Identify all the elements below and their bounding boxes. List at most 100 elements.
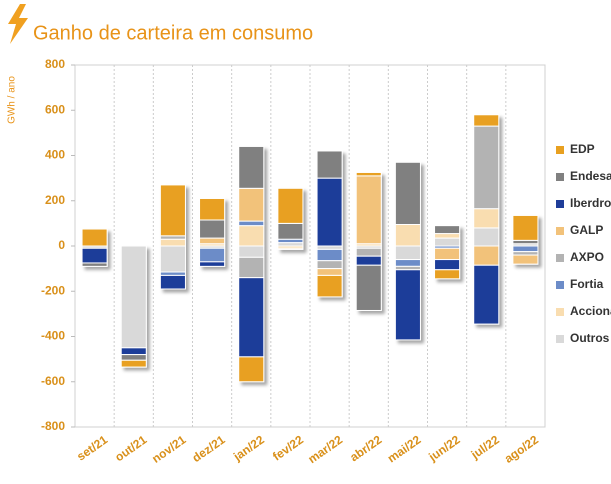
- x-tick-label: jun/22: [425, 432, 463, 464]
- legend-label: EDP: [570, 142, 595, 156]
- legend-swatch: [556, 227, 564, 235]
- y-tick-label: -800: [41, 419, 65, 433]
- y-tick-label: 400: [45, 148, 65, 162]
- legend-swatch: [556, 254, 564, 262]
- y-tick-label: -200: [41, 283, 65, 297]
- bar-segment: [394, 245, 421, 261]
- legend-label: AXPO: [570, 250, 604, 264]
- bar-segment: [316, 260, 343, 270]
- bar-segment: [238, 220, 265, 227]
- y-axis-label: GWh / ano: [7, 76, 18, 124]
- bar-segment: [394, 224, 421, 247]
- legend-swatch: [556, 335, 564, 343]
- bar-segment: [473, 245, 500, 266]
- bar-segment: [238, 256, 265, 279]
- bar-segment: [434, 237, 461, 247]
- x-tick-label: dez/21: [190, 432, 228, 465]
- bar-segment: [238, 277, 265, 358]
- legend-label: Iberdrola: [570, 196, 611, 210]
- x-tick-label: mar/22: [305, 432, 345, 466]
- y-tick-label: -400: [41, 329, 65, 343]
- bar-segment: [316, 274, 343, 298]
- bar-segment: [159, 274, 186, 290]
- bar-segment: [238, 245, 265, 258]
- bar-segment: [434, 225, 461, 235]
- bar-segment: [316, 268, 343, 276]
- bar-segment: [199, 247, 226, 263]
- bar-segment: [512, 245, 539, 253]
- bar-segment: [199, 197, 226, 221]
- legend-label: Fortia: [570, 277, 604, 291]
- legend-swatch: [556, 200, 564, 208]
- bar-segment: [473, 125, 500, 210]
- x-tick-label: nov/21: [149, 432, 188, 465]
- bar-segment: [159, 245, 186, 273]
- bar-segment: [277, 242, 304, 247]
- bar-segment: [394, 269, 421, 341]
- bar-segment: [238, 356, 265, 383]
- legend-swatch: [556, 173, 564, 181]
- bar-segment: [238, 225, 265, 247]
- bar-segment: [277, 187, 304, 224]
- bar-segment: [316, 150, 343, 179]
- bar-segment: [277, 247, 304, 250]
- x-tick-label: set/21: [74, 432, 110, 463]
- bar-segment: [434, 259, 461, 271]
- legend-label: Endesa: [570, 169, 611, 183]
- legend-label: GALP: [570, 223, 603, 237]
- bar-segment: [355, 175, 382, 245]
- bar-segment: [159, 238, 186, 247]
- bar-segment: [355, 264, 382, 311]
- bar-segment: [473, 227, 500, 247]
- legend-swatch: [556, 146, 564, 154]
- chart-title: Ganho de carteira em consumo: [33, 22, 313, 44]
- bar-segment: [316, 245, 343, 250]
- bar-segment: [473, 208, 500, 229]
- bar-segment: [238, 145, 265, 189]
- bar-segment: [120, 347, 147, 356]
- bar-segment: [512, 251, 539, 256]
- bar-segment: [81, 247, 108, 264]
- bar-segment: [473, 114, 500, 127]
- bar-segment: [238, 187, 265, 222]
- x-tick-label: jan/22: [230, 432, 267, 464]
- bar-segment: [199, 237, 226, 245]
- legend-swatch: [556, 281, 564, 289]
- bar-segment: [81, 262, 108, 267]
- bar-segment: [355, 247, 382, 257]
- bar-segment: [394, 161, 421, 226]
- legend-label: Acciona: [570, 304, 611, 318]
- y-tick-label: 0: [58, 238, 65, 252]
- bar-segment: [512, 239, 539, 245]
- x-tick-label: ago/22: [502, 432, 541, 465]
- bar-segment: [159, 271, 186, 276]
- x-tick-label: jul/22: [468, 432, 502, 462]
- bar-segment: [394, 265, 421, 271]
- bar-segment: [199, 219, 226, 239]
- bar-segment: [81, 228, 108, 247]
- bar-segment: [355, 171, 382, 177]
- bar-segment: [120, 354, 147, 361]
- bar-segment: [277, 238, 304, 244]
- bar-segment: [120, 245, 147, 349]
- bar-segment: [316, 248, 343, 262]
- bar-segment: [159, 235, 186, 240]
- bar-segment: [473, 264, 500, 325]
- x-tick-label: abr/22: [347, 432, 384, 464]
- y-tick-label: 600: [45, 102, 65, 116]
- bar-segment: [316, 177, 343, 247]
- y-tick-label: -600: [41, 374, 65, 388]
- bar-segment: [512, 214, 539, 241]
- lightning-icon: [8, 4, 28, 44]
- bar-segment: [277, 222, 304, 240]
- bar-segment: [434, 247, 461, 261]
- legend-label: Outros: [570, 331, 610, 345]
- bar-segment: [434, 269, 461, 280]
- x-tick-label: mai/22: [385, 432, 424, 465]
- bar-segment: [394, 259, 421, 267]
- y-tick-label: 800: [45, 57, 65, 71]
- bar-segment: [120, 359, 147, 368]
- bar-segment: [512, 254, 539, 265]
- legend-swatch: [556, 308, 564, 316]
